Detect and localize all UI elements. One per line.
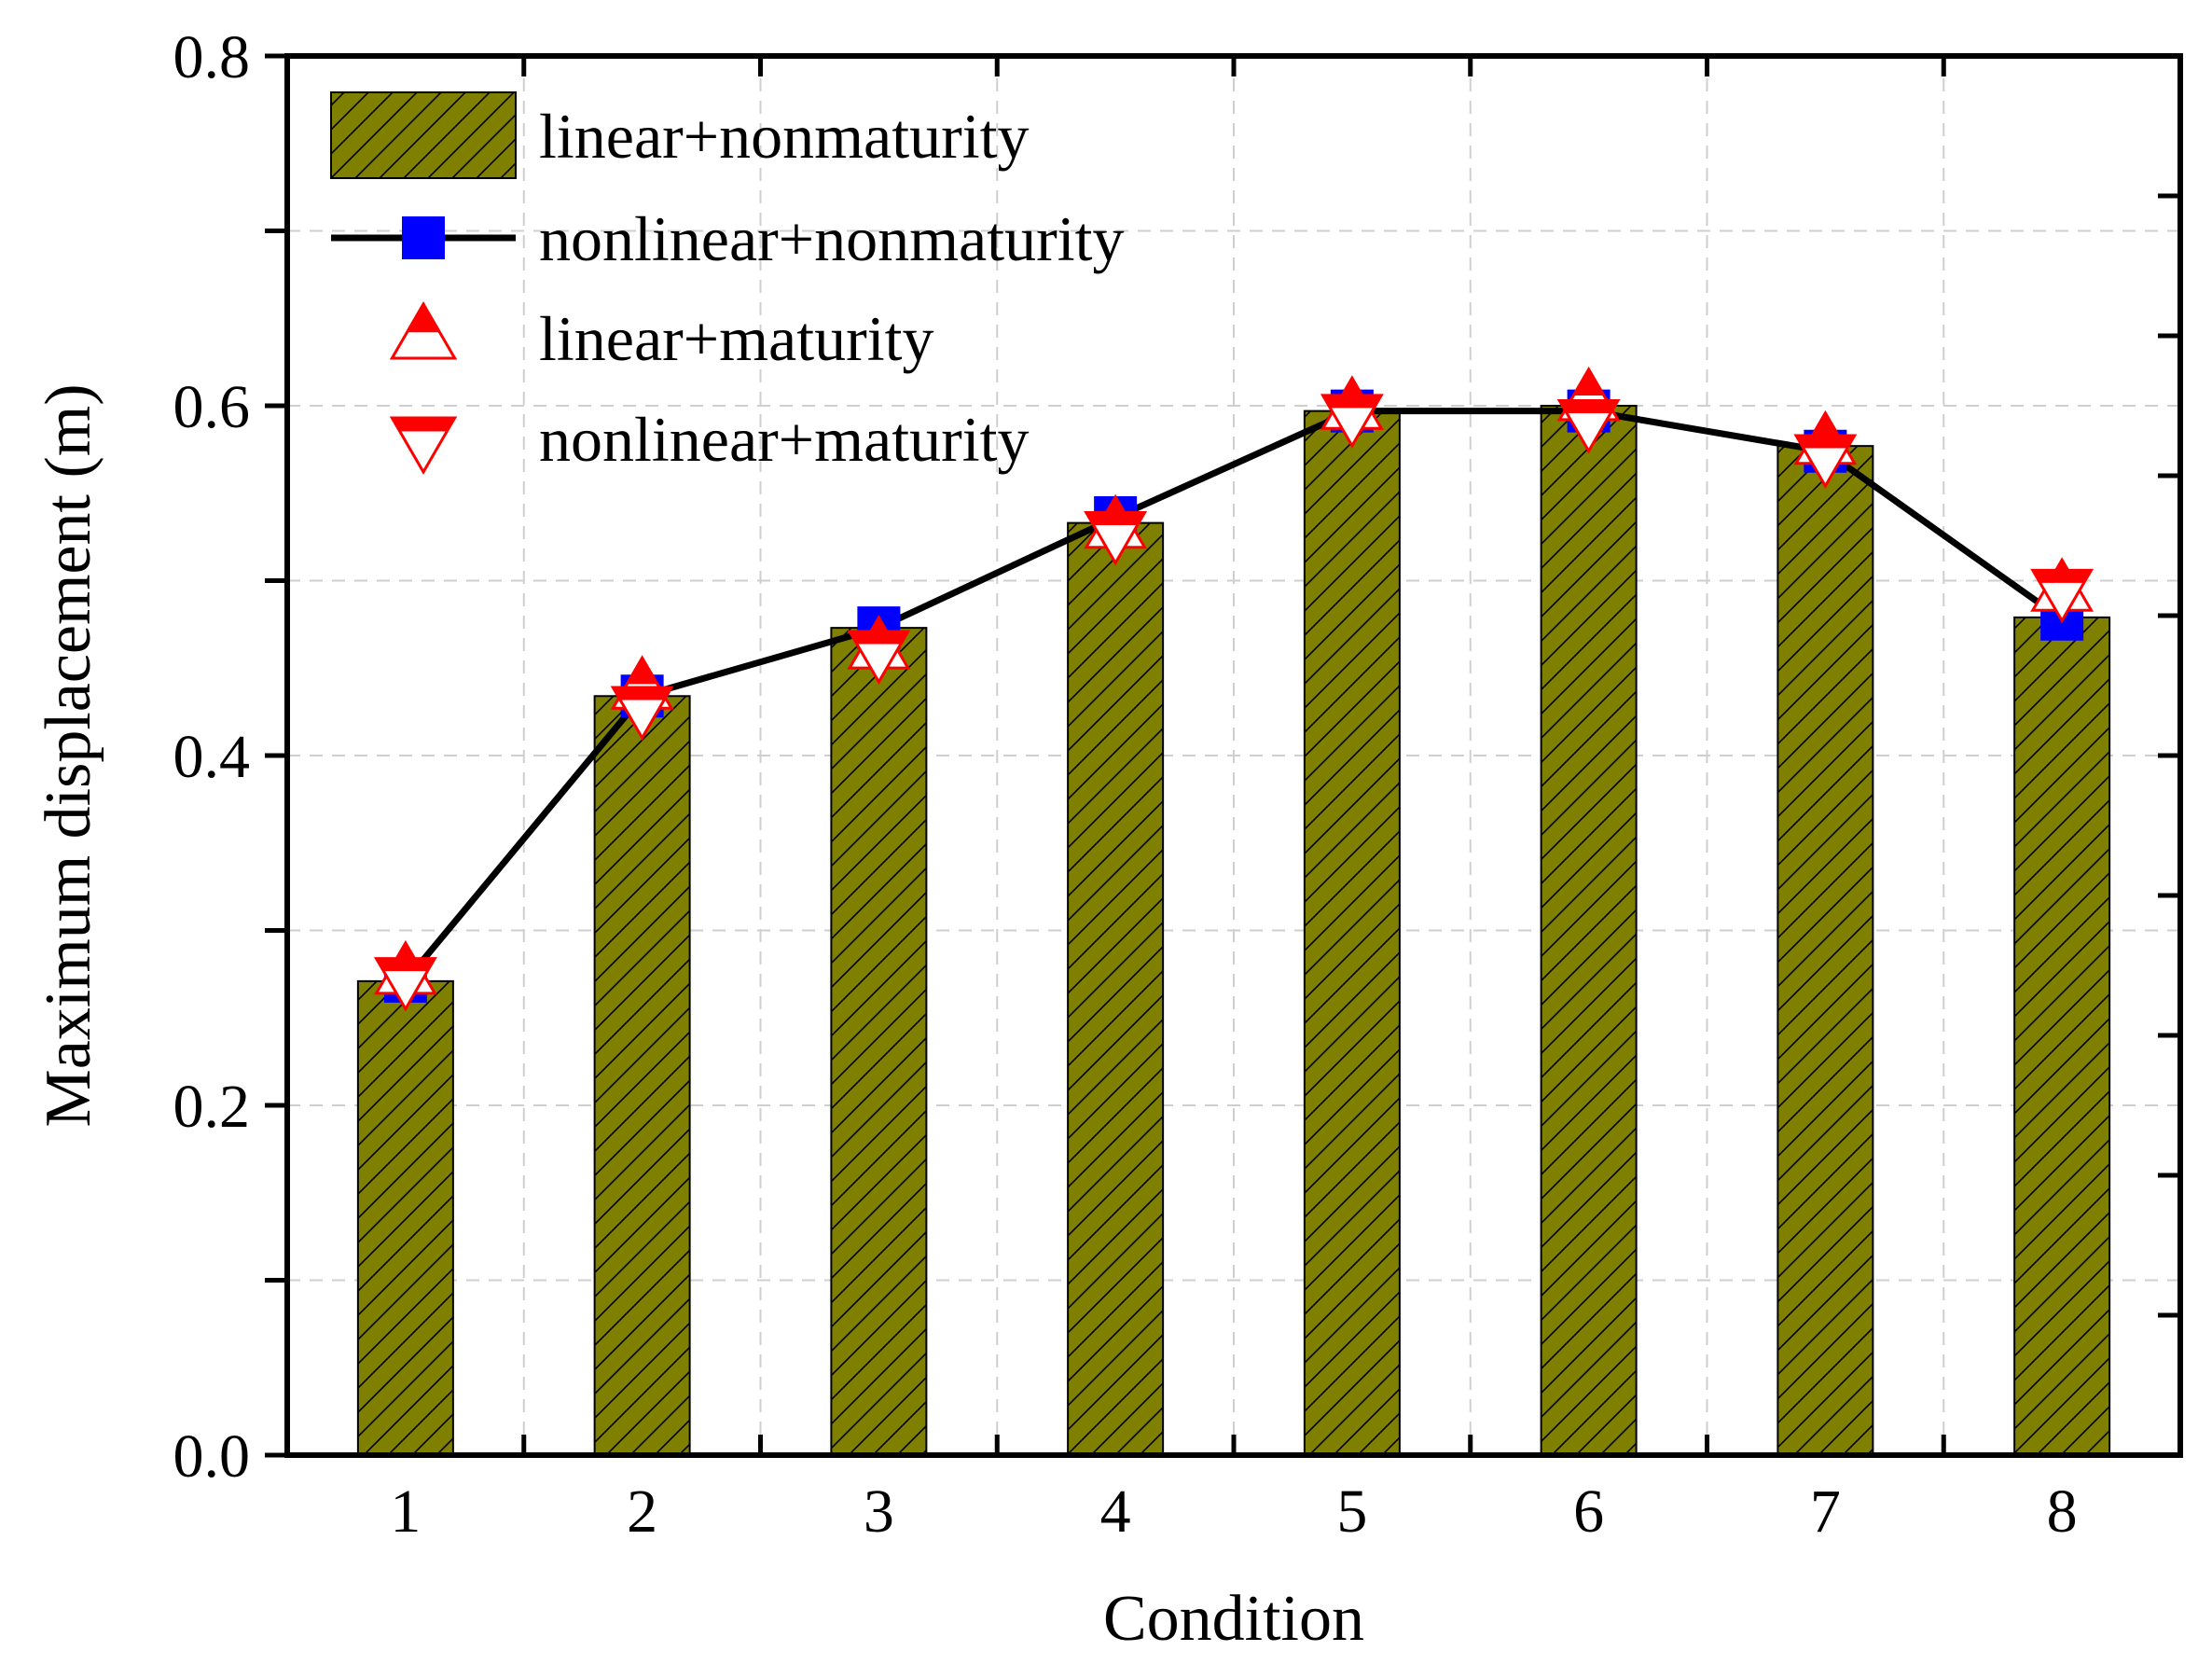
legend-label: nonlinear+nonmaturity: [539, 203, 1125, 274]
y-tick-label: 0.0: [173, 1422, 251, 1491]
marker-triangle-down-5-fill: [1322, 395, 1382, 409]
x-tick-label-1: 1: [390, 1478, 421, 1546]
marker-triangle-down-7-fill: [1796, 435, 1855, 449]
marker-triangle-down-2-fill: [613, 687, 671, 701]
line-nonlinear-nonmaturity: [403, 408, 2065, 984]
y-tick-label: 0.6: [173, 373, 251, 441]
marker-triangle-up-7-fill: [1810, 412, 1841, 439]
marker-triangle-down-4-fill: [1085, 512, 1145, 525]
y-axis-title: Maximum displacement (m): [33, 383, 104, 1127]
marker-triangle-up-6-fill: [1573, 368, 1604, 395]
axes: 1 2 3 4 5 6 7 8 0.0 0.2 0.4 0.6 0.8: [173, 23, 2183, 1546]
bar-condition-5: [1303, 409, 1401, 1456]
legend-label: nonlinear+maturity: [539, 404, 1030, 475]
x-tick-label-5: 5: [1336, 1478, 1367, 1546]
line-series: [403, 408, 2065, 984]
legend-swatch-triangle-up-fill: [407, 304, 440, 333]
y-tick-label: 0.8: [173, 23, 251, 91]
y-tick-label: 0.4: [173, 723, 251, 791]
legend-swatch-square: [402, 216, 445, 259]
legend-label: linear+maturity: [539, 303, 934, 374]
bar-condition-8: [2013, 616, 2111, 1456]
x-axis-title: Condition: [1103, 1583, 1364, 1655]
legend-swatch-triangle-down-fill: [392, 417, 455, 432]
marker-triangle-down-8-fill: [2032, 570, 2092, 583]
legend-swatch-linear-nonmaturity: [330, 91, 517, 179]
legend: linear+nonmaturity nonlinear+nonmaturity l…: [330, 91, 1125, 475]
marker-triangle-down-1-fill: [376, 958, 435, 972]
x-tick-label-4: 4: [1100, 1478, 1131, 1546]
marker-triangle-down-6-fill: [1559, 400, 1618, 413]
bar-series: [356, 405, 2111, 1456]
x-tick-label-3: 3: [864, 1478, 894, 1546]
bar-condition-4: [1067, 521, 1165, 1456]
marker-triangle-down-3-fill: [850, 631, 908, 645]
bar-condition-1: [356, 979, 454, 1456]
bar-condition-6: [1540, 405, 1638, 1456]
marker-triangle-up-2-fill: [627, 658, 657, 685]
x-tick-label-7: 7: [1810, 1478, 1841, 1546]
x-tick-label-6: 6: [1573, 1478, 1604, 1546]
bar-condition-2: [593, 695, 691, 1456]
legend-label: linear+nonmaturity: [539, 101, 1030, 172]
y-tick-label: 0.2: [173, 1073, 251, 1141]
x-tick-label-8: 8: [2047, 1478, 2078, 1546]
bar-condition-3: [830, 627, 928, 1456]
marker-series: [373, 366, 2094, 1012]
x-tick-label-2: 2: [627, 1478, 657, 1546]
bar-condition-7: [1777, 445, 1874, 1456]
